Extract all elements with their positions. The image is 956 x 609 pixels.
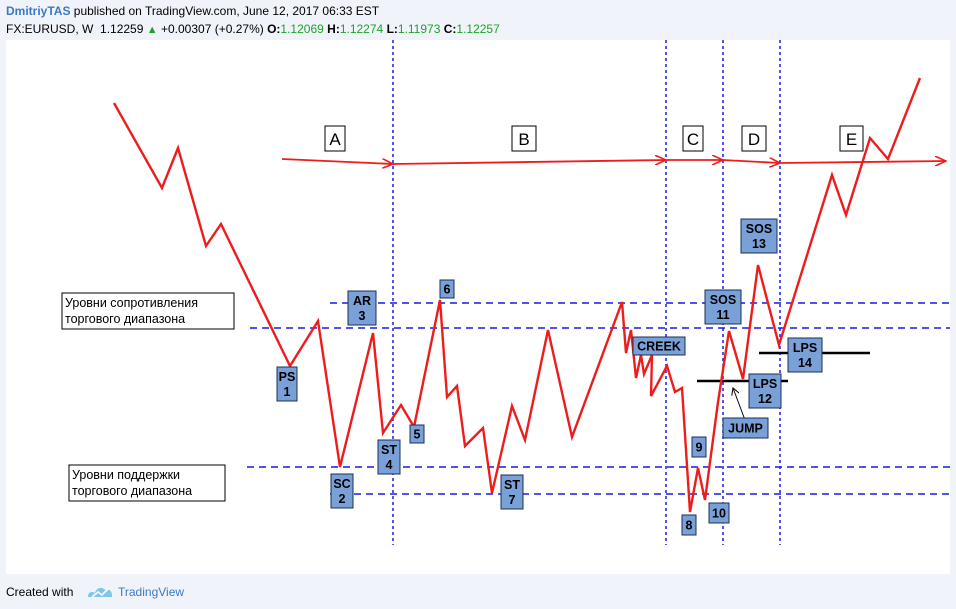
phase-label: E	[846, 130, 857, 149]
open-value: 1.12069	[280, 22, 324, 36]
event-label: 5	[414, 428, 421, 442]
high-label: H:	[327, 22, 340, 36]
low-value: 1.11973	[397, 22, 441, 36]
phase-label-box	[839, 125, 864, 152]
phase-label-box	[741, 125, 767, 152]
price-change: +0.00307 (+0.27%)	[160, 22, 264, 36]
event-label-box	[377, 439, 401, 475]
price-series-line	[112, 77, 922, 513]
chart-header: DmitriyTAS published on TradingView.com,…	[0, 0, 956, 40]
event-label: 12	[758, 392, 772, 406]
event-label: 14	[798, 356, 812, 370]
event-label-box	[740, 218, 778, 254]
level-note-text: торгового диапазона	[65, 312, 185, 326]
phase-arrow	[281, 158, 393, 164]
low-label: L:	[386, 22, 398, 36]
level-note-box	[68, 464, 226, 502]
event-label-box	[787, 337, 823, 373]
event-label: ST	[381, 443, 397, 457]
event-label-box	[704, 289, 742, 325]
phase-label-box	[682, 125, 704, 152]
event-label: LPS	[793, 341, 817, 355]
phase-label: B	[518, 130, 529, 149]
event-label: JUMP	[728, 422, 763, 436]
event-label: SC	[333, 477, 350, 491]
event-label: 9	[696, 441, 703, 455]
event-label: 1	[284, 385, 291, 399]
event-label: 13	[752, 237, 766, 251]
event-label: ST	[504, 478, 520, 492]
event-label: 8	[686, 519, 693, 533]
event-label: 2	[339, 492, 346, 506]
phase-label-box	[324, 125, 346, 152]
publish-text: published on TradingView.com, June 12, 2…	[70, 4, 380, 18]
event-label: 10	[712, 507, 726, 521]
event-label: 3	[359, 309, 366, 323]
author-link[interactable]: DmitriyTAS	[6, 4, 71, 18]
up-triangle-icon: ▲	[146, 24, 158, 36]
event-label-box	[500, 474, 524, 510]
wyckoff-chart[interactable]: A B C D E Уровни сопротивления торгового диапа…	[6, 40, 950, 574]
event-label-box	[748, 373, 782, 409]
event-label: 4	[386, 458, 393, 472]
level-note-text: Уровни поддержки	[72, 468, 180, 482]
level-note-text: торгового диапазона	[72, 484, 192, 498]
event-label-box	[708, 502, 730, 524]
event-label-box	[681, 514, 697, 536]
chart-panel[interactable]: A B C D E Уровни сопротивления торгового диапа…	[6, 40, 950, 574]
last-price: 1.12259	[100, 22, 144, 36]
event-label: LPS	[753, 377, 777, 391]
jump-pointer-arrow	[733, 388, 746, 421]
created-with-text: Created with	[6, 585, 74, 599]
phase-label-box	[511, 125, 537, 152]
chart-footer: Created with TradingView	[0, 574, 956, 609]
level-note-text: Уровни сопротивления	[65, 296, 198, 310]
event-label: 11	[716, 308, 729, 322]
event-label: SOS	[746, 222, 772, 236]
event-label-box	[632, 336, 686, 356]
event-label: AR	[353, 294, 371, 308]
event-label-box	[276, 366, 298, 402]
tradingview-logo-icon	[88, 587, 113, 598]
phase-arrow	[392, 160, 666, 164]
event-label-box	[347, 290, 377, 326]
event-label-box	[409, 424, 425, 444]
tradingview-brand-link[interactable]: TradingView	[118, 585, 185, 599]
high-value: 1.12274	[339, 22, 384, 36]
close-label: C:	[443, 22, 457, 36]
symbol-info: FX:EURUSD, W 1.12259 ▲ +0.00307 (+0.27%)…	[6, 22, 500, 36]
event-label: SOS	[710, 293, 736, 307]
open-label: O:	[267, 22, 281, 36]
event-label: 7	[509, 493, 516, 507]
symbol-name: FX:EURUSD, W	[6, 22, 94, 36]
phase-arrow	[722, 160, 780, 163]
phase-label: A	[329, 130, 341, 149]
phase-label: C	[687, 130, 699, 149]
phase-label: D	[748, 130, 760, 149]
close-value: 1.12257	[456, 22, 500, 36]
event-label: 6	[444, 283, 451, 297]
event-label-box	[330, 473, 354, 509]
publish-info: DmitriyTAS published on TradingView.com,…	[6, 4, 379, 18]
event-label: CREEK	[637, 340, 681, 354]
event-label-box	[691, 436, 707, 458]
event-label: PS	[279, 370, 296, 384]
event-label-box	[722, 417, 769, 439]
event-label-box	[439, 279, 455, 299]
level-note-box	[61, 292, 235, 330]
